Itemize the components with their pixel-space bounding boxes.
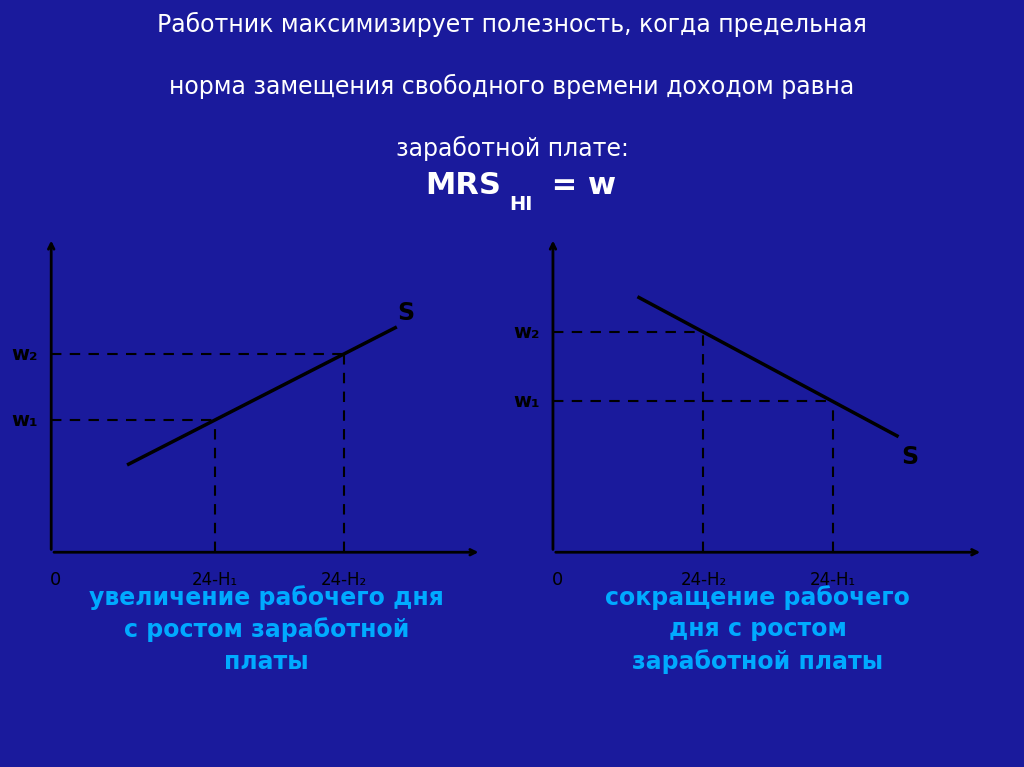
Text: w₂: w₂ xyxy=(514,323,540,341)
Text: НI: НI xyxy=(509,195,532,214)
Text: w₁: w₁ xyxy=(11,410,38,430)
Text: 24-Н₁: 24-Н₁ xyxy=(809,571,856,589)
Text: S: S xyxy=(397,301,415,324)
Text: 0: 0 xyxy=(552,571,563,589)
Text: заработной плате:: заработной плате: xyxy=(395,136,629,161)
Text: 0: 0 xyxy=(50,571,61,589)
Text: w₂: w₂ xyxy=(12,344,38,364)
Text: норма замещения свободного времени доходом равна: норма замещения свободного времени доход… xyxy=(169,74,855,99)
Text: MRS: MRS xyxy=(425,171,501,200)
Text: 24-Н₂: 24-Н₂ xyxy=(680,571,727,589)
Text: = w: = w xyxy=(541,171,615,200)
Text: 24-Н₁: 24-Н₁ xyxy=(191,571,238,589)
Text: Работник максимизирует полезность, когда предельная: Работник максимизирует полезность, когда… xyxy=(157,12,867,37)
Text: сокращение рабочего
дня с ростом
заработной платы: сокращение рабочего дня с ростом заработ… xyxy=(605,584,910,674)
Text: 24-Н₂: 24-Н₂ xyxy=(321,571,367,589)
Text: увеличение рабочего дня
с ростом заработной
платы: увеличение рабочего дня с ростом заработ… xyxy=(89,584,443,674)
Text: S: S xyxy=(901,446,919,469)
Text: w₁: w₁ xyxy=(513,392,540,411)
